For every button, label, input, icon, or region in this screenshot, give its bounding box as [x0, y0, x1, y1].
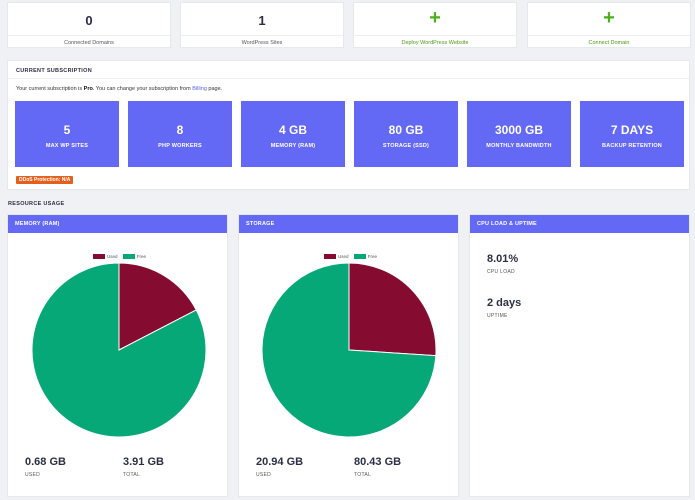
tile-value: 80 GB — [388, 123, 424, 137]
memory-pie-chart — [31, 262, 207, 438]
uptime-label: UPTIME — [487, 313, 508, 319]
deploy-wordpress-link[interactable]: Deploy WordPress Website — [354, 35, 516, 46]
pie-slice-free — [261, 262, 437, 438]
deploy-wordpress-card[interactable]: + Deploy WordPress Website — [353, 2, 517, 48]
cpu-panel: CPU LOAD & UPTIME 8.01% CPU LOAD 2 days … — [469, 214, 690, 497]
tile-label: BACKUP RETENTION — [602, 143, 662, 149]
legend-free-label: Free — [367, 254, 378, 259]
tile-value: 7 DAYS — [610, 123, 654, 137]
panel-header: STORAGE — [239, 215, 458, 233]
storage-pie-chart — [261, 262, 437, 438]
plan-name: Pro — [83, 86, 93, 92]
plan-tile-php-workers: 8 PHP WORKERS — [128, 101, 232, 167]
tile-value: 4 GB — [278, 123, 307, 137]
memory-total-label: TOTAL — [123, 472, 141, 478]
chart-legend: Used Free — [8, 254, 227, 260]
pie-slice-free — [31, 262, 207, 438]
connected-domains-card: 0 Connected Domains — [7, 2, 171, 48]
plan-tile-backup-retention: 7 DAYS BACKUP RETENTION — [580, 101, 684, 167]
wordpress-sites-count: 1 — [258, 13, 266, 28]
legend-used-swatch — [323, 254, 336, 260]
chart-legend: Used Free — [239, 254, 458, 260]
storage-total-label: TOTAL — [354, 472, 372, 478]
storage-total-value: 80.43 GB — [354, 456, 402, 468]
billing-link[interactable]: Billing — [192, 86, 207, 92]
plan-tile-max-wp-sites: 5 MAX WP SITES — [15, 101, 119, 167]
legend-free-swatch — [122, 254, 135, 260]
plus-icon[interactable]: + — [429, 7, 441, 29]
storage-used-label: USED — [256, 472, 272, 478]
storage-panel: STORAGE Used Free 20.94 GB USED 80.43 GB… — [238, 214, 459, 497]
panel-header: MEMORY (RAM) — [8, 215, 227, 233]
resource-usage-title: RESOURCE USAGE — [8, 201, 65, 207]
legend-used-swatch — [92, 254, 105, 260]
divider — [8, 78, 689, 79]
wordpress-sites-label: WordPress Sites — [181, 35, 343, 46]
uptime-value: 2 days — [487, 297, 522, 309]
subscription-description: Your current subscription is Pro. You ca… — [16, 86, 222, 92]
panel-header: CPU LOAD & UPTIME — [470, 215, 689, 233]
memory-panel: MEMORY (RAM) Used Free 0.68 GB USED 3.91… — [7, 214, 228, 497]
memory-used-label: USED — [25, 472, 41, 478]
tile-label: MAX WP SITES — [45, 143, 89, 149]
legend-free-swatch — [353, 254, 366, 260]
tile-label: MONTHLY BANDWIDTH — [486, 143, 552, 149]
section-title: CURRENT SUBSCRIPTION — [16, 68, 92, 74]
cpu-load-label: CPU LOAD — [487, 269, 515, 275]
pie-slice-used — [348, 262, 437, 357]
tile-value: 5 — [63, 123, 71, 137]
pie-slice-used — [118, 262, 197, 351]
cpu-load-value: 8.01% — [487, 253, 519, 265]
memory-total-value: 3.91 GB — [123, 456, 164, 468]
desc-mid: . You can change your subscription from — [92, 86, 193, 92]
desc-prefix: Your current subscription is — [16, 86, 84, 92]
wordpress-sites-card[interactable]: 1 WordPress Sites — [180, 2, 344, 48]
connect-domain-card[interactable]: + Connect Domain — [527, 2, 691, 48]
legend-used-label: Used — [106, 254, 118, 259]
current-subscription-section: CURRENT SUBSCRIPTION Your current subscr… — [7, 60, 690, 190]
plan-tile-storage: 80 GB STORAGE (SSD) — [354, 101, 458, 167]
tile-label: PHP WORKERS — [158, 143, 202, 149]
tile-value: 3000 GB — [494, 123, 544, 137]
legend-used-label: Used — [337, 254, 349, 259]
legend-free-label: Free — [136, 254, 147, 259]
memory-used-value: 0.68 GB — [25, 456, 66, 468]
connected-domains-count: 0 — [85, 13, 93, 28]
connect-domain-link[interactable]: Connect Domain — [528, 35, 690, 46]
tile-label: STORAGE (SSD) — [382, 143, 430, 149]
desc-suffix: page. — [206, 86, 223, 92]
tile-value: 8 — [176, 123, 184, 137]
storage-used-value: 20.94 GB — [256, 456, 304, 468]
plan-tile-memory: 4 GB MEMORY (RAM) — [241, 101, 345, 167]
connected-domains-label: Connected Domains — [8, 35, 170, 46]
plus-icon[interactable]: + — [603, 7, 615, 29]
ddos-protection-badge: DDoS Protection: N/A — [16, 176, 74, 184]
tile-label: MEMORY (RAM) — [270, 143, 316, 149]
plan-tile-bandwidth: 3000 GB MONTHLY BANDWIDTH — [467, 101, 571, 167]
